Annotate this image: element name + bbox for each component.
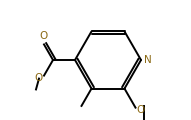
Text: N: N	[144, 55, 152, 65]
Text: O: O	[137, 105, 145, 115]
Text: O: O	[39, 31, 47, 41]
Text: O: O	[35, 73, 43, 83]
